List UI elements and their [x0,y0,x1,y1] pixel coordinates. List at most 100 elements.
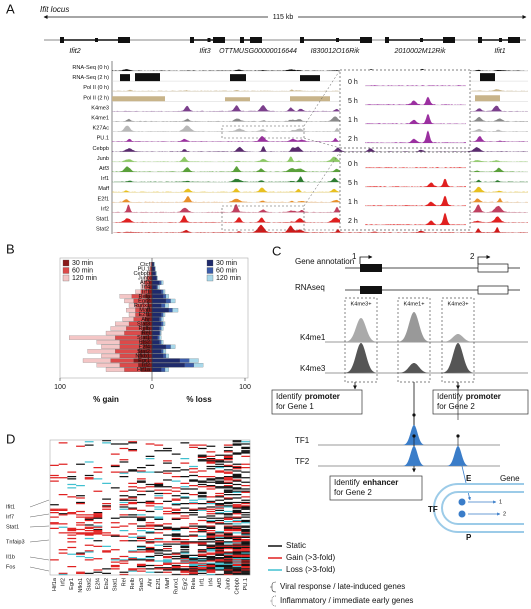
heatmap-cell [119,499,129,501]
heatmap-cell [84,550,94,552]
heatmap-cell [119,501,129,504]
legend-swatch [62,274,70,282]
heatmap-cell [180,496,190,498]
heatmap-cell [241,491,251,493]
heatmap-cell [223,527,233,529]
heatmap-cell [84,477,94,479]
tf-label: TF2 [295,457,310,466]
heatmap-cell [154,567,164,569]
heatmap-cell [206,557,216,559]
heatmap-cell [232,543,242,545]
heatmap-cell [180,543,190,545]
heatmap-cell [180,566,190,568]
heatmap-cell [128,559,138,561]
bar [151,308,169,313]
category-label: Rel [142,331,150,337]
heatmap-cell [119,506,129,508]
heatmap-cell [110,561,120,563]
heatmap-cell [241,561,251,563]
category-label: Atf3 [140,280,150,286]
heatmap-cell [58,549,68,551]
heatmap-cell [171,476,181,478]
heatmap-cell [58,573,68,576]
legend-label: 60 min [72,267,93,274]
heatmap-cell [223,514,233,516]
column-label: PU.1 [243,578,249,590]
heatmap-cell [163,510,172,513]
heatmap-cell [206,517,216,519]
heatmap-cell [232,519,242,522]
heatmap-cell [189,557,198,559]
heatmap-cell [241,530,251,532]
heatmap-cell [197,549,207,551]
heatmap-cell [197,528,207,531]
heatmap-cell [215,558,225,560]
heatmap-cell [206,573,216,576]
category-label: Stat3 [137,321,150,327]
lollipop-head [456,434,460,438]
heatmap-cell [171,490,181,492]
heatmap-cell [67,537,77,540]
heatmap-cell [76,510,85,513]
histone-peak [346,343,376,373]
legend-label: 120 min [216,275,241,282]
box-label: K4me3+ [351,301,372,307]
heatmap-cell [76,571,85,573]
heatmap-cell [223,563,233,565]
heatmap-cell [171,504,181,506]
heatmap-cell [119,471,129,473]
heatmap-cell [189,569,198,571]
heatmap-cell [136,545,146,547]
heatmap-cell [136,494,146,496]
heatmap-cell [232,473,242,475]
heatmap-cell [215,559,225,561]
heatmap-cell [223,477,233,479]
heatmap-cell [163,562,172,564]
heatmap-cell [110,443,120,445]
heatmap-cell [206,567,216,569]
heatmap-cell [84,478,94,480]
c-label: Gene annotation [295,257,354,266]
track-label: K4me3 [91,105,109,111]
heatmap-cell [197,456,207,459]
inset-row-label: 1 h [348,199,358,206]
heatmap-cell [223,517,233,519]
heatmap-cell [145,546,155,549]
panel-label: B [6,241,15,256]
heatmap-cell [215,568,225,570]
tf-peak [403,446,425,466]
heatmap-cell [241,552,251,554]
heatmap-cell [232,571,242,573]
heatmap-cell [223,444,233,446]
heatmap-cell [197,455,207,457]
heatmap-cell [154,486,164,488]
heatmap-cell [163,548,172,550]
heatmap-cell [180,442,190,444]
track-label: E2f1 [97,196,109,202]
heatmap-cell [232,444,242,446]
loop-label: TF [428,505,438,514]
bar [151,312,162,317]
heatmap-cell [197,555,207,558]
heatmap-cell [215,467,225,469]
heatmap-cell [171,537,181,540]
heatmap-cell [197,535,207,537]
heatmap-cell [223,567,233,569]
heatmap-cell [154,532,164,534]
heatmap-cell [223,552,233,554]
heatmap-cell [241,536,251,538]
heatmap-cell [223,451,233,453]
heatmap-cell [232,527,242,529]
legend-swatch [206,259,214,267]
heatmap-cell [180,527,190,529]
bar [151,294,164,299]
text-box [271,389,363,415]
heatmap-cell [197,476,207,478]
heatmap-cell [232,505,242,507]
heatmap-cell [197,526,207,528]
heatmap-cell [223,469,233,471]
heatmap-cell [84,559,94,561]
heatmap-cell [128,569,138,571]
heatmap-cell [232,530,242,532]
heatmap-cell [232,573,242,576]
